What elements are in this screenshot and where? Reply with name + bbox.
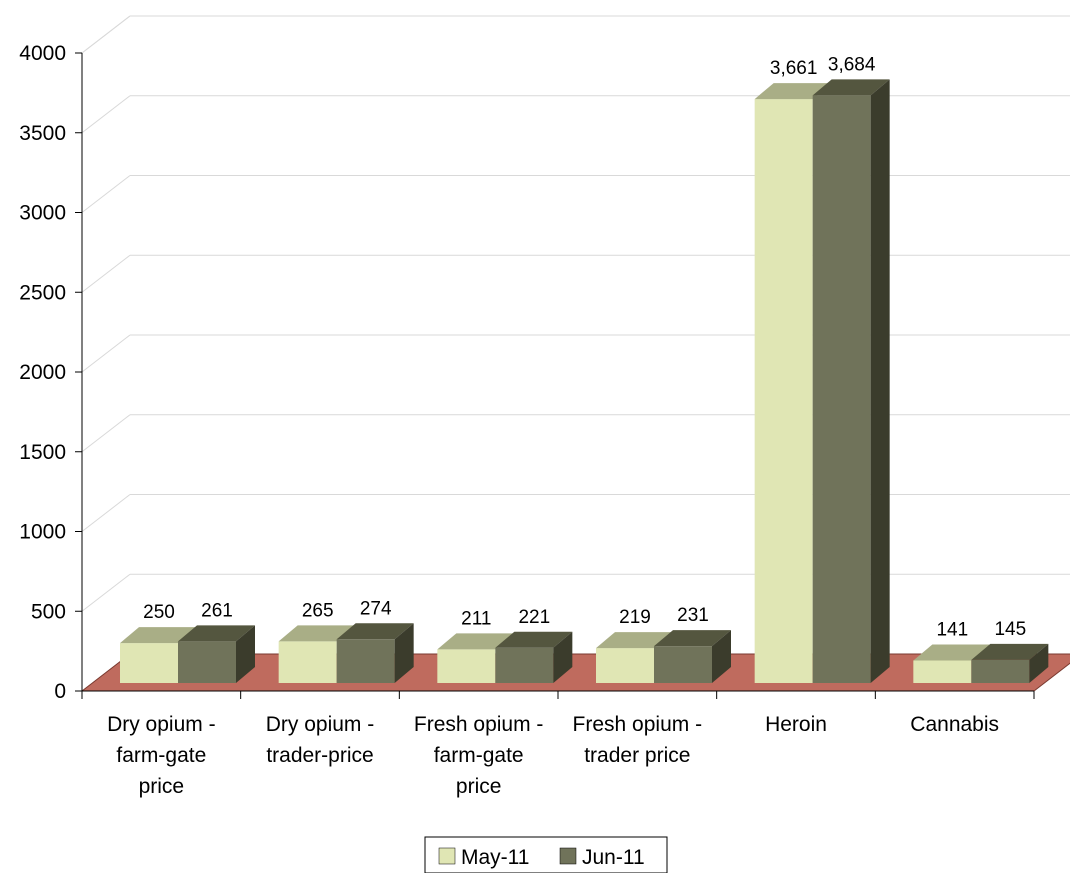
y-tick-label: 3000 <box>19 202 66 225</box>
bar-top-jun <box>178 625 255 642</box>
gridline-side <box>81 334 131 373</box>
data-label: 211 <box>461 608 491 629</box>
bar-front-jun <box>178 641 236 683</box>
legend: May-11 Jun-11 <box>424 836 668 873</box>
bar-side <box>1029 643 1049 683</box>
data-label: 145 <box>994 619 1026 640</box>
x-category-label: Cannabis <box>910 713 999 736</box>
bar-front-may <box>754 99 813 684</box>
y-tick-label: 4000 <box>19 42 66 65</box>
bar-top-jun <box>812 79 890 96</box>
x-category-label: Dry opium -farm-gate price <box>107 713 216 798</box>
x-category-label: Heroin <box>765 713 827 736</box>
bar-top-may <box>913 644 991 661</box>
data-labels: 250 261 265 274 211 221 219 231 3,661 3,684 141 145 <box>143 54 1026 640</box>
bar-front-may <box>278 641 337 683</box>
bar-top-may <box>278 625 356 642</box>
x-category-label: Fresh opium -farm-gate price <box>414 713 544 798</box>
gridline-side <box>81 95 131 134</box>
bar-top-jun <box>654 630 731 647</box>
y-axis-top <box>81 15 131 54</box>
legend-label: Jun-11 <box>582 846 645 869</box>
data-label: 141 <box>936 620 968 641</box>
bar-side <box>553 631 573 683</box>
y-tick-label: 1000 <box>19 521 66 544</box>
gridline-side <box>81 414 131 453</box>
y-tick-label: 500 <box>31 600 66 623</box>
y-tick-label: 2500 <box>19 281 66 304</box>
gridlines <box>81 15 1070 612</box>
data-label: 3,684 <box>828 54 876 75</box>
data-label: 265 <box>302 600 334 621</box>
bar-top-may <box>437 633 515 650</box>
axes: 0 500 1000 1500 2000 2500 3000 3500 4000 Dry opiu… <box>19 42 1035 798</box>
bar-front-may <box>913 660 972 683</box>
bar-front-jun <box>495 647 554 683</box>
bar-side <box>870 79 890 684</box>
y-tick-label: 0 <box>54 680 66 703</box>
bars <box>120 79 1049 684</box>
legend-label: May-11 <box>461 846 529 869</box>
data-label: 274 <box>360 598 392 619</box>
legend-swatch-may <box>438 847 456 865</box>
bar-side <box>712 630 731 683</box>
y-tick-label: 3500 <box>19 122 66 145</box>
bar-side <box>394 623 414 683</box>
x-category-label: Fresh opium -trader price <box>573 713 703 767</box>
bar-front-jun <box>654 646 712 683</box>
data-label: 250 <box>143 602 175 623</box>
gridline-side <box>81 494 131 532</box>
bar-front-may <box>437 649 496 683</box>
bar-top-jun <box>971 643 1049 660</box>
gridline-side <box>81 254 131 293</box>
bar-front-jun <box>336 639 395 683</box>
y-tick-label: 1500 <box>19 441 66 464</box>
gridline-side <box>81 573 131 612</box>
data-label: 261 <box>201 600 233 621</box>
data-label: 231 <box>677 605 709 626</box>
y-tick-label: 2000 <box>19 361 66 384</box>
bar-top-may <box>754 83 832 100</box>
bar-top-jun <box>336 623 414 640</box>
gridline-side <box>81 175 131 213</box>
bar-top-may <box>120 627 197 644</box>
bar-top-may <box>596 632 673 649</box>
bar-front-may <box>596 648 654 683</box>
data-label: 3,661 <box>770 58 818 79</box>
legend-box <box>424 836 668 873</box>
bar-front-jun <box>971 659 1030 683</box>
data-label: 221 <box>518 607 550 628</box>
bar-front-may <box>120 643 178 683</box>
legend-swatch-jun <box>559 847 577 865</box>
data-label: 219 <box>619 607 651 628</box>
bar-top-jun <box>495 631 573 648</box>
x-category-label: Dry opium -trader-price <box>266 713 375 767</box>
bar-front-jun <box>812 95 871 684</box>
bar-side <box>236 625 255 683</box>
